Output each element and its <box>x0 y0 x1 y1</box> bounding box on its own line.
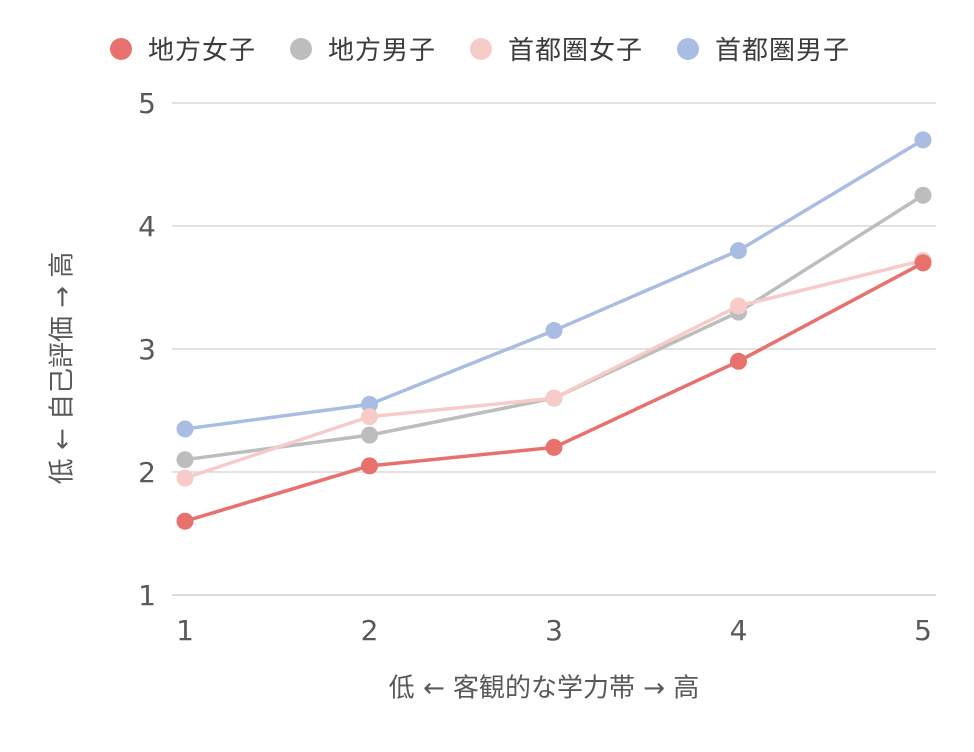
legend-label: 首都圏男子 <box>715 36 851 66</box>
data-point <box>545 389 563 407</box>
data-point <box>361 395 378 413</box>
legend-marker <box>110 37 132 60</box>
data-point <box>730 352 747 370</box>
x-axis-title: 低 ← 客観的な学力帯 → 高 <box>388 673 700 704</box>
x-tick-label: 2 <box>361 614 379 647</box>
legend-marker <box>677 37 700 60</box>
legend-item-chiho-joshi: 地方女子 <box>110 30 256 67</box>
legend-label: 首都圏女子 <box>508 36 644 66</box>
data-point <box>730 297 747 315</box>
x-tick-label: 3 <box>545 614 563 647</box>
legend-label: 地方女子 <box>148 36 257 66</box>
data-point <box>361 457 378 475</box>
data-point <box>176 512 194 530</box>
legend-item-chiho-danshi: 地方男子 <box>290 30 436 67</box>
data-point <box>914 186 932 204</box>
data-point <box>176 451 194 469</box>
x-tick-label: 1 <box>176 614 194 647</box>
data-point <box>914 254 932 272</box>
data-point <box>545 322 563 340</box>
data-point <box>914 131 932 149</box>
data-point <box>361 426 378 444</box>
y-tick-label: 4 <box>138 210 156 243</box>
legend-item-shutoken-joshi: 首都圏女子 <box>470 30 643 67</box>
data-point <box>176 469 194 487</box>
x-tick-label: 4 <box>730 614 748 647</box>
series-line <box>184 138 924 431</box>
x-tick-label: 5 <box>914 614 932 647</box>
data-point <box>361 408 378 426</box>
y-axis-title: 低 ← 自己評価 → 高 <box>47 251 78 485</box>
data-point <box>545 438 563 456</box>
y-tick-label: 2 <box>138 456 156 489</box>
y-tick-label: 5 <box>138 87 156 120</box>
legend-item-shutoken-danshi: 首都圏男子 <box>677 30 850 67</box>
legend-marker <box>470 37 493 60</box>
y-tick-label: 1 <box>138 579 156 612</box>
y-tick-label: 3 <box>138 333 156 366</box>
data-point <box>730 242 747 260</box>
legend: 地方女子 地方男子 首都圏女子 首都圏男子 <box>110 30 884 67</box>
legend-marker <box>290 37 313 60</box>
data-point <box>176 420 194 438</box>
legend-label: 地方男子 <box>328 36 437 66</box>
